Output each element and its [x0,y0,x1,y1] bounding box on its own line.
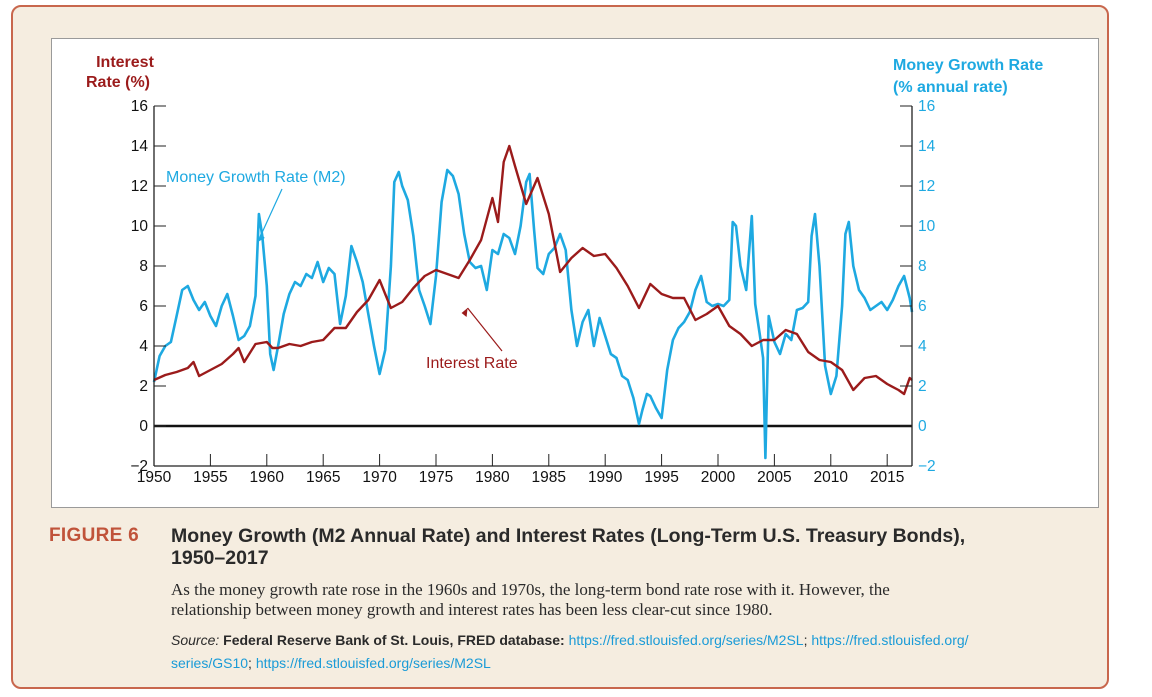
chart-panel: Interest Rate (%) Money Growth Rate (% a… [51,38,1099,508]
x-tick-label: 2010 [814,469,849,486]
figure-frame: Interest Rate (%) Money Growth Rate (% a… [11,5,1109,689]
x-tick-label: 1970 [362,469,397,486]
source-separator: ; [248,655,256,671]
figure-description-line2: relationship between money growth and in… [171,600,773,619]
y-tick-label-right: 16 [918,98,935,115]
figure-title-line1: Money Growth (M2 Annual Rate) and Intere… [171,525,966,547]
y-tick-label-right: 12 [918,178,935,195]
figure-description-line1: As the money growth rate rose in the 196… [171,580,890,599]
x-tick-label: 1965 [306,469,340,486]
source-link-3[interactable]: https://fred.stlouisfed.org/series/M2SL [255,655,491,671]
y-tick-label-left: 0 [139,418,148,435]
y-axis-left-label-line1: Interest [96,54,154,71]
x-tick-label: 2000 [701,469,736,486]
y-tick-label-right: 14 [918,138,936,155]
source-link-2-part2[interactable]: series/GS10 [171,655,249,671]
y-tick-label-right: 0 [918,418,927,435]
figure-source: Source: Federal Reserve Bank of St. Loui… [171,629,1091,675]
y-axis-left-label-line2: Rate (%) [86,74,150,91]
x-tick-label: 1955 [193,469,227,486]
source-lead: Source: [171,632,220,648]
y-tick-label-left: 12 [131,178,148,195]
x-tick-label: 1950 [137,469,172,486]
annotation-interest-rate: Interest Rate [426,355,518,372]
x-tick-label: 2005 [757,469,791,486]
interest-series-line [153,144,913,396]
source-separator: ; [803,632,812,648]
annotation-money-arrowhead [257,233,265,242]
x-tick-label: 2015 [870,469,904,486]
x-tick-label: 1980 [475,469,510,486]
source-link-1[interactable]: https://fred.stlouisfed.org/series/M2SL [568,632,804,648]
source-organization: Federal Reserve Bank of St. Louis, FRED … [223,632,565,648]
annotation-money-leader [257,188,283,243]
y-axis-right-label-line2: (% annual rate) [893,79,1008,96]
y-tick-label-right: −2 [918,458,936,475]
money-series-line [152,168,914,460]
annotation-money-growth: Money Growth Rate (M2) [166,169,346,186]
source-link-2-part1[interactable]: https://fred.stlouisfed.org/ [811,632,969,648]
y-tick-label-right: 4 [918,338,927,355]
y-tick-label-left: 10 [131,218,149,235]
figure-label: FIGURE 6 [49,525,140,546]
y-tick-label-left: −2 [130,458,148,475]
y-tick-label-right: 8 [918,258,927,275]
y-axis-right-label-line1: Money Growth Rate [893,57,1043,74]
chart: Interest Rate (%) Money Growth Rate (% a… [86,54,1043,486]
y-tick-label-left: 14 [131,138,149,155]
x-tick-label: 1960 [250,469,285,486]
y-tick-label-right: 6 [918,298,927,315]
y-tick-label-right: 2 [918,378,927,395]
figure-title: Money Growth (M2 Annual Rate) and Intere… [171,525,1071,569]
y-tick-label-left: 16 [131,98,148,115]
annotation-interest-leader [467,307,503,352]
y-tick-label-right: 10 [918,218,936,235]
annotation-interest-arrowhead [461,308,468,317]
y-tick-label-left: 6 [139,298,148,315]
x-tick-label: 1975 [419,469,453,486]
x-tick-label: 1985 [532,469,566,486]
x-tick-label: 1990 [588,469,623,486]
y-tick-label-left: 8 [139,258,148,275]
figure-title-line2: 1950–2017 [171,547,269,569]
y-tick-label-left: 4 [139,338,148,355]
x-tick-label: 1995 [644,469,678,486]
y-tick-label-left: 2 [139,378,148,395]
figure-description: As the money growth rate rose in the 196… [171,580,1091,620]
